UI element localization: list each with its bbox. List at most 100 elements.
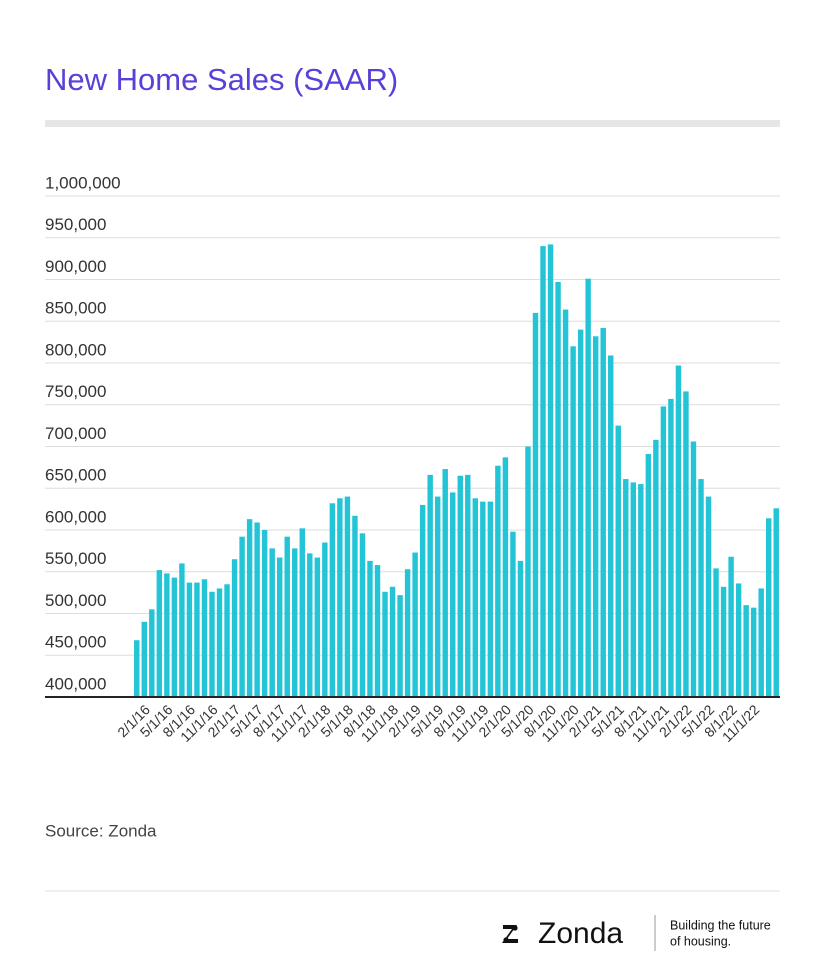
bar — [743, 605, 749, 697]
bar — [404, 569, 411, 697]
bar — [608, 355, 614, 697]
bar — [224, 584, 230, 697]
bar — [164, 573, 170, 697]
y-tick-label: 900,000 — [45, 257, 106, 276]
y-tick-label: 650,000 — [45, 466, 106, 485]
bar — [194, 582, 200, 697]
logo-mark — [502, 925, 518, 943]
bar — [359, 533, 366, 697]
bar — [577, 329, 584, 697]
y-tick-label: 550,000 — [45, 549, 106, 568]
bar — [668, 398, 674, 697]
bar — [374, 565, 381, 697]
bar — [675, 365, 682, 697]
bar — [547, 244, 554, 697]
bar — [495, 465, 501, 697]
bar — [720, 586, 727, 697]
bar — [344, 496, 351, 697]
y-tick-label: 750,000 — [45, 382, 106, 401]
bar — [434, 496, 441, 697]
bar — [728, 556, 734, 697]
bar — [314, 557, 321, 697]
bar — [216, 588, 223, 697]
bar — [352, 515, 358, 697]
bar — [337, 498, 343, 697]
bar — [457, 475, 463, 697]
y-tick-label: 600,000 — [45, 507, 106, 526]
bar — [261, 530, 268, 697]
bar — [367, 560, 373, 697]
y-tick-label: 500,000 — [45, 591, 106, 610]
bar — [201, 579, 208, 697]
bar — [299, 528, 305, 697]
bar — [480, 501, 486, 697]
bar — [570, 346, 576, 697]
bar — [487, 501, 494, 697]
bar — [397, 595, 403, 697]
bar — [615, 425, 621, 697]
bar — [254, 522, 260, 697]
bar — [683, 391, 689, 697]
bar — [179, 563, 185, 697]
bar — [450, 492, 456, 697]
y-tick-label: 800,000 — [45, 340, 106, 359]
bar — [442, 469, 448, 697]
bar — [758, 588, 764, 697]
tagline: of housing. — [670, 934, 731, 948]
bar — [465, 474, 471, 697]
bar — [412, 552, 418, 697]
bar — [713, 568, 719, 697]
bar — [171, 577, 178, 697]
bar — [141, 621, 147, 697]
bar — [623, 479, 629, 697]
bar — [735, 583, 742, 697]
bar — [427, 474, 433, 697]
bar — [698, 479, 704, 697]
bar — [705, 496, 712, 697]
bar — [276, 557, 283, 697]
bar — [239, 536, 245, 697]
bar — [750, 607, 757, 697]
y-tick-label: 950,000 — [45, 215, 106, 234]
bar — [660, 406, 667, 697]
bar — [653, 439, 659, 697]
bar — [329, 503, 336, 697]
bar — [209, 591, 215, 697]
bar — [284, 536, 290, 697]
bar — [592, 336, 599, 697]
bar — [532, 312, 539, 697]
bar — [690, 441, 697, 697]
bar — [186, 582, 193, 697]
bar — [269, 548, 275, 697]
bar — [555, 282, 561, 697]
bar — [638, 484, 644, 697]
source: Source: Zonda — [45, 821, 157, 840]
bar — [307, 553, 313, 697]
tagline: Building the future — [670, 918, 771, 932]
bar — [562, 309, 569, 697]
y-tick-label: 400,000 — [45, 674, 106, 693]
y-tick-label: 1,000,000 — [45, 173, 121, 192]
bar — [322, 542, 328, 697]
bar — [502, 457, 509, 697]
brand: Zonda — [538, 917, 623, 950]
bar — [472, 498, 479, 697]
bar — [766, 518, 772, 697]
bar — [510, 531, 516, 697]
bar — [540, 246, 546, 697]
bar — [773, 508, 779, 697]
bar — [389, 586, 396, 697]
y-tick-label: 450,000 — [45, 633, 106, 652]
y-tick-label: 850,000 — [45, 299, 106, 318]
bar — [134, 640, 140, 697]
bar — [517, 560, 524, 697]
title-rule — [45, 120, 780, 127]
bar — [246, 519, 253, 697]
bar — [419, 504, 426, 697]
chart-title: New Home Sales (SAAR) — [45, 62, 398, 97]
bar — [292, 548, 298, 697]
bar — [156, 570, 163, 697]
bar — [525, 446, 531, 697]
bar — [645, 454, 652, 697]
